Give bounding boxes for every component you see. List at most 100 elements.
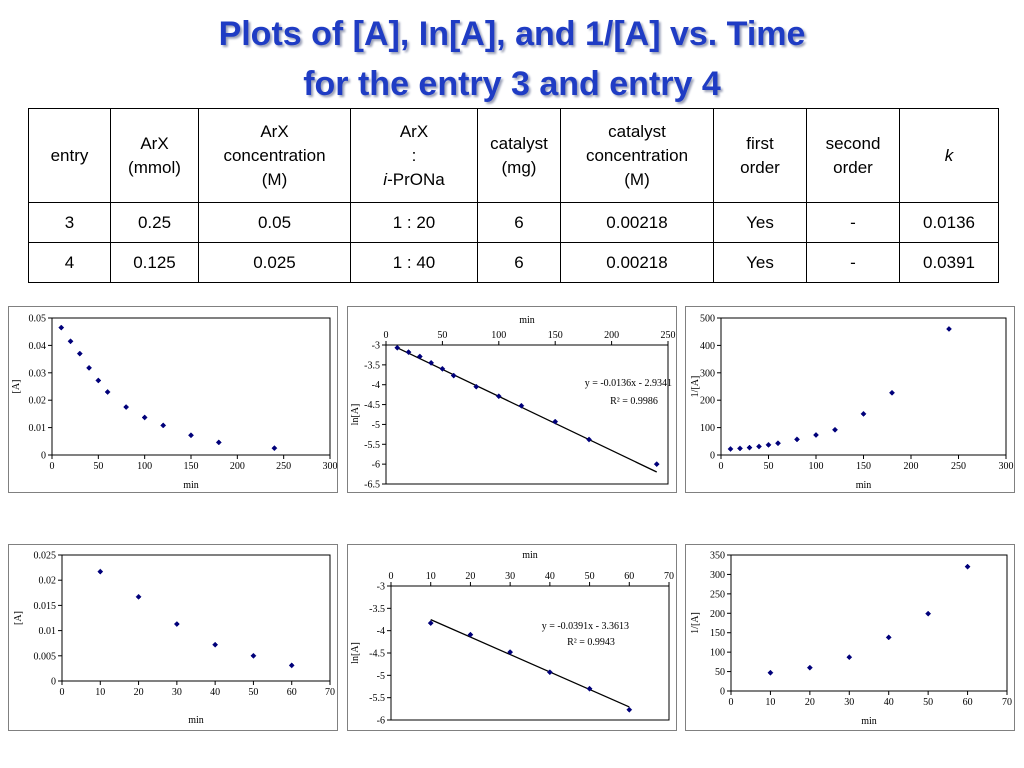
data-point bbox=[58, 324, 65, 331]
table-row: 3 0.25 0.05 1 : 20 6 0.00218 Yes -0.0136 bbox=[28, 202, 999, 243]
table-cell: 6 bbox=[477, 242, 561, 283]
data-point bbox=[495, 393, 502, 400]
data-point bbox=[215, 439, 222, 446]
data-point bbox=[775, 440, 781, 447]
data-point bbox=[586, 436, 592, 443]
y-tick-label: 0 bbox=[720, 687, 725, 698]
trendline-r-squared: R² = 0.9986 bbox=[610, 396, 658, 407]
trendline-equation: y = -0.0391x - 3.3613 bbox=[542, 621, 629, 632]
table-cell: Yes bbox=[713, 202, 807, 243]
x-tick-label: 300 bbox=[999, 461, 1014, 472]
header-cell: catalyst (mg) bbox=[477, 108, 561, 203]
x-tick-label: 30 bbox=[172, 687, 182, 698]
header-line: concentration bbox=[585, 145, 689, 165]
table-cell: 0.0391 bbox=[899, 242, 999, 283]
x-tick-label: 60 bbox=[624, 571, 634, 582]
data-point bbox=[925, 610, 932, 617]
y-tick-label: 0.015 bbox=[34, 601, 57, 612]
y-tick-label: -5 bbox=[372, 420, 380, 431]
x-tick-label: 0 bbox=[719, 461, 724, 472]
chart-entry3-ln-concentration: 0 50 100 150 200 250 -3 -3.5 -4 -4.5 -5 -5.5 -6 -6.5 m… bbox=[347, 306, 677, 493]
slide-title-line-1: Plots of [A], In[A], and 1/[A] vs. Time bbox=[218, 15, 806, 53]
data-point bbox=[97, 568, 104, 575]
data-point bbox=[889, 389, 895, 396]
y-tick-label: -3.5 bbox=[364, 360, 380, 371]
data-point bbox=[250, 652, 257, 659]
y-tick-label: -5 bbox=[377, 671, 385, 682]
data-point bbox=[76, 350, 83, 357]
data-point bbox=[860, 410, 867, 417]
data-point bbox=[467, 631, 474, 638]
data-point bbox=[288, 662, 295, 669]
y-tick-label: 300 bbox=[710, 570, 725, 581]
data-point bbox=[135, 593, 142, 600]
x-tick-label: 0 bbox=[50, 461, 55, 472]
x-tick-label: 20 bbox=[134, 687, 144, 698]
x-tick-label: 50 bbox=[437, 330, 447, 341]
x-tick-label: 150 bbox=[548, 330, 563, 341]
x-tick-label: 40 bbox=[210, 687, 220, 698]
table-cell: - bbox=[806, 242, 900, 283]
data-point bbox=[160, 422, 167, 429]
x-tick-label: 50 bbox=[764, 461, 774, 472]
x-tick-label: 70 bbox=[664, 571, 674, 582]
x-tick-label: 10 bbox=[95, 687, 105, 698]
y-tick-label: 400 bbox=[700, 341, 715, 352]
data-point bbox=[586, 685, 593, 692]
header-line: order bbox=[740, 157, 780, 177]
data-point bbox=[885, 634, 892, 641]
plot-frame bbox=[61, 554, 331, 682]
x-tick-label: 150 bbox=[856, 461, 871, 472]
data-point bbox=[439, 365, 446, 372]
y-tick-label: 0.03 bbox=[29, 368, 47, 379]
x-tick-label: 30 bbox=[505, 571, 515, 582]
y-tick-label: -3 bbox=[377, 582, 385, 593]
y-axis-label: ln[A] bbox=[350, 642, 361, 664]
data-point bbox=[767, 669, 774, 676]
x-axis-label: min bbox=[188, 715, 204, 726]
table-header-row: entry ArX (mmol) ArX concentration (M) ArX: i-P… bbox=[28, 108, 999, 203]
x-axis-label: min bbox=[856, 480, 872, 491]
header-line: ArX bbox=[260, 121, 289, 141]
data-point bbox=[212, 641, 219, 648]
y-tick-label: 300 bbox=[700, 368, 715, 379]
header-cell: first order bbox=[713, 108, 807, 203]
y-axis-label: 1/[A] bbox=[690, 612, 701, 634]
slide-title-line-2: for the entry 3 and entry 4 bbox=[303, 65, 721, 103]
data-point bbox=[123, 404, 130, 411]
data-point bbox=[727, 446, 734, 452]
y-tick-label: 0 bbox=[51, 677, 56, 688]
data-point bbox=[427, 620, 434, 627]
x-axis-label: min bbox=[861, 716, 877, 727]
data-point bbox=[507, 649, 514, 656]
data-point bbox=[832, 426, 838, 433]
x-tick-label: 0 bbox=[384, 330, 389, 341]
data-point bbox=[653, 461, 660, 468]
y-tick-label: 0 bbox=[41, 451, 46, 462]
data-point bbox=[394, 344, 401, 351]
header-line: catalyst bbox=[608, 121, 666, 141]
chart-entry4-concentration: 0 10 20 30 40 50 60 70 0 0.005 0.01 0.015 0.02 0.025 m… bbox=[8, 544, 338, 731]
y-tick-label: 0.02 bbox=[29, 396, 47, 407]
table-cell: Yes bbox=[713, 242, 807, 283]
data-point bbox=[86, 364, 93, 371]
trendline bbox=[430, 619, 630, 708]
y-tick-label: -5.5 bbox=[364, 440, 380, 451]
table-cell: 0.00218 bbox=[560, 202, 714, 243]
table-cell: 0.25 bbox=[110, 202, 199, 243]
x-tick-label: 50 bbox=[248, 687, 258, 698]
y-tick-label: 200 bbox=[700, 396, 715, 407]
table-cell: 4 bbox=[28, 242, 111, 283]
y-tick-label: -4.5 bbox=[364, 400, 380, 411]
y-tick-label: -3 bbox=[372, 341, 380, 352]
table-body: 3 0.25 0.05 1 : 20 6 0.00218 Yes -0.0136 4 0.125 0… bbox=[28, 202, 999, 283]
table-cell: 0.025 bbox=[198, 242, 351, 283]
y-tick-label: -4.5 bbox=[369, 649, 385, 660]
header-line: k bbox=[944, 145, 954, 165]
data-point bbox=[813, 432, 819, 438]
y-tick-label: 200 bbox=[710, 609, 725, 620]
y-axis-label: 1/[A] bbox=[690, 376, 701, 398]
y-tick-label: 350 bbox=[710, 551, 725, 562]
header-cell: ArX (mmol) bbox=[110, 108, 199, 203]
header-line: : bbox=[411, 145, 417, 165]
